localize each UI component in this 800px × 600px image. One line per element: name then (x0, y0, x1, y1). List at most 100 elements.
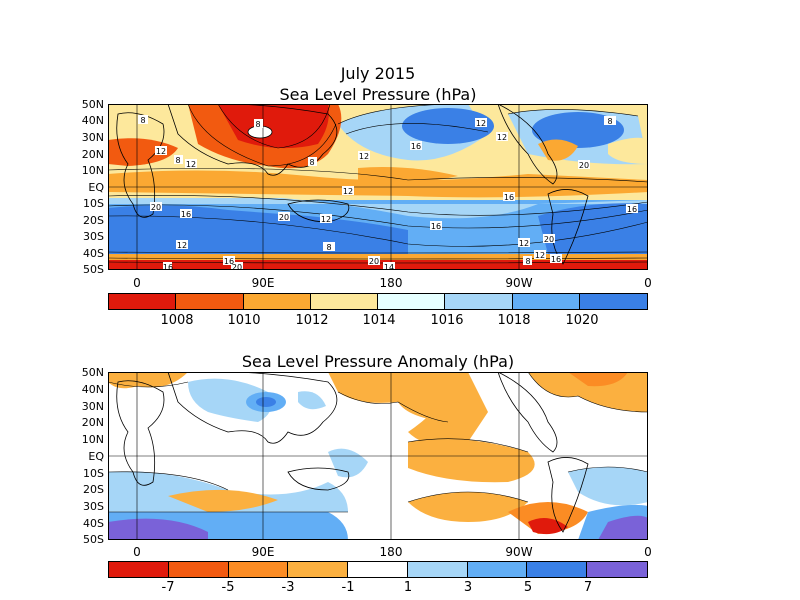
lon-label: 90E (251, 276, 275, 290)
colorbar-label: 3 (463, 580, 473, 595)
slp-contour-label: 8 (140, 116, 145, 125)
slp-contour-label: 16 (181, 210, 191, 219)
lat-label: 20N (81, 148, 104, 161)
colorbar-label: -5 (221, 580, 235, 595)
lat-label: 10S (83, 467, 104, 480)
colorbar-label: -1 (341, 580, 355, 595)
colorbar-swatch (176, 294, 244, 309)
colorbar-swatch (109, 562, 169, 577)
colorbar-label: 1010 (227, 313, 261, 328)
lat-label: 10N (81, 164, 104, 177)
slp-contour-label: 16 (627, 205, 637, 214)
colorbar-swatch (348, 562, 408, 577)
slp-contour-label: 20 (279, 213, 289, 222)
lon-label: 0 (644, 545, 652, 559)
slp-contour-label: 12 (186, 160, 196, 169)
slp-contour-label: 12 (476, 119, 486, 128)
lat-label: EQ (88, 450, 104, 463)
slp-contour-label: 8 (309, 158, 314, 167)
colorbar-swatch (228, 562, 289, 577)
slp-contour-label: 12 (519, 239, 529, 248)
colorbar-label: 1014 (362, 313, 396, 328)
colorbar-label: 1020 (565, 313, 599, 328)
colorbar-swatch (378, 294, 446, 309)
colorbar-label: 1 (403, 580, 413, 595)
colorbar-label: -7 (161, 580, 175, 595)
slp-contour-label: 14 (384, 263, 394, 270)
slp-contour-label: 16 (504, 193, 514, 202)
lon-label: 90E (251, 545, 275, 559)
slp-contour-label: 20 (151, 203, 161, 212)
slp-colorbar (108, 293, 648, 310)
slp-contour-label: 8 (175, 156, 180, 165)
slp-contour-label: 16 (224, 257, 234, 266)
lon-label: 0 (133, 545, 141, 559)
lat-label: 20N (81, 416, 104, 429)
colorbar-swatch (512, 294, 580, 309)
lon-label: 0 (133, 276, 141, 290)
lat-label: 50S (83, 533, 104, 546)
slp-contour-label: 16 (163, 263, 173, 270)
colorbar-label: 1016 (430, 313, 464, 328)
slp-contour-label: 12 (177, 241, 187, 250)
slp-contour-label: 12 (321, 215, 331, 224)
lat-label: 50S (83, 263, 104, 276)
colorbar-swatch (310, 294, 378, 309)
colorbar-label: 5 (523, 580, 533, 595)
colorbar-swatch (467, 562, 528, 577)
colorbar-swatch (579, 294, 647, 309)
lat-label: 50N (81, 98, 104, 111)
slp-contour-label: 20 (232, 263, 242, 270)
lat-label: 40S (83, 517, 104, 530)
lat-label: 20S (83, 214, 104, 227)
lat-label: 50N (81, 366, 104, 379)
panel2-title: Sea Level Pressure Anomaly (hPa) (241, 352, 515, 371)
slp-contour-label: 8 (607, 117, 612, 126)
lat-label: 40N (81, 114, 104, 127)
colorbar-swatch (445, 294, 513, 309)
slp-contour-label: 16 (431, 222, 441, 231)
slp-contour-label: 12 (497, 133, 507, 142)
colorbar-swatch (168, 562, 229, 577)
lon-label: 0 (644, 276, 652, 290)
slp-anomaly-map (108, 372, 648, 540)
lat-label: 40S (83, 247, 104, 260)
lat-label: 40N (81, 383, 104, 396)
colorbar-label: 7 (583, 580, 593, 595)
colorbar-swatch (109, 294, 177, 309)
lat-label: 20S (83, 483, 104, 496)
colorbar-label: 1018 (497, 313, 531, 328)
slp-contour-label: 8 (326, 243, 331, 252)
colorbar-swatch (407, 562, 468, 577)
colorbar-swatch (288, 562, 349, 577)
lat-label: 30N (81, 400, 104, 413)
slp-contour-label: 12 (343, 187, 353, 196)
lat-label: 10N (81, 433, 104, 446)
slp-contour-label: 12 (359, 152, 369, 161)
panel1-title: Sea Level Pressure (hPa) (279, 85, 477, 104)
lat-label: EQ (88, 181, 104, 194)
slp-contour-label: 12 (535, 251, 545, 260)
slp-contour-label: 8 (525, 257, 530, 266)
slp-map: 8 12 8 12 8 8 12 12 16 12 12 16 20 16 20… (108, 104, 648, 270)
colorbar-swatch (527, 562, 588, 577)
lat-label: 30S (83, 500, 104, 513)
colorbar-label: -3 (281, 580, 295, 595)
slp-contour-label: 12 (156, 147, 166, 156)
slp-contour-label: 20 (544, 235, 554, 244)
slp-contour-label: 16 (551, 255, 561, 264)
slp-contour-label: 16 (411, 142, 421, 151)
colorbar-swatch (243, 294, 311, 309)
colorbar-swatch (587, 562, 647, 577)
lat-label: 30S (83, 230, 104, 243)
slp-contour-label: 8 (255, 120, 260, 129)
slp-contour-label: 20 (579, 161, 589, 170)
colorbar-label: 1008 (160, 313, 194, 328)
lon-label: 90W (505, 276, 533, 290)
lon-label: 180 (379, 545, 403, 559)
colorbar-label: 1012 (295, 313, 329, 328)
anomaly-colorbar (108, 561, 648, 578)
figure-title: July 2015 (340, 64, 416, 83)
slp-contour-label: 20 (369, 257, 379, 266)
lon-label: 90W (505, 545, 533, 559)
